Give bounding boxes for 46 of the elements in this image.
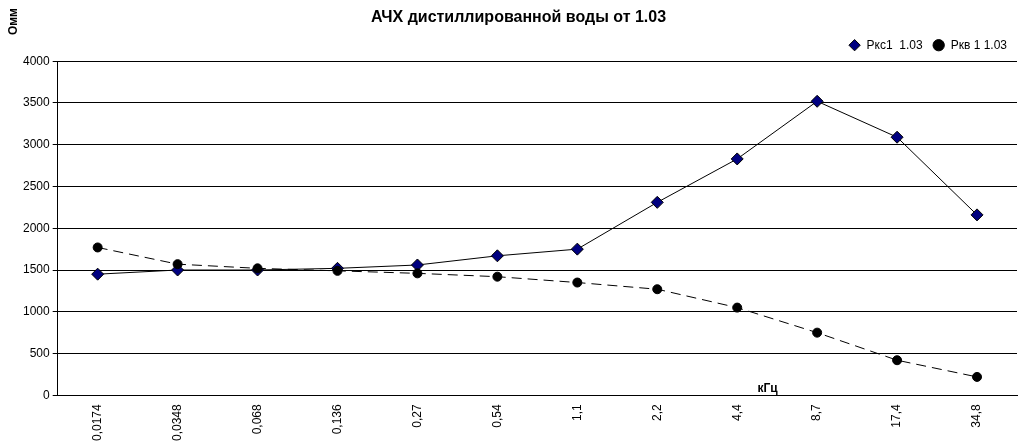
point — [812, 327, 823, 338]
x-tick-label: 1,1 — [569, 403, 584, 421]
x-tick-label: 0,0348 — [169, 403, 184, 441]
x-tick-label: 0,54 — [489, 403, 504, 428]
x-tick-label: 17,4 — [889, 403, 904, 428]
x-tick-label: 0,0174 — [89, 403, 104, 441]
chart-title: АЧХ дистиллированной воды от 1.03 — [370, 8, 667, 26]
point — [570, 242, 584, 256]
x-tick-label: 4,4 — [729, 403, 744, 421]
x-tick-label: 0,068 — [249, 403, 264, 435]
y-tick-label: 1500 — [22, 262, 51, 277]
y-tick-label: 500 — [29, 345, 51, 360]
point — [650, 195, 664, 209]
x-tick-label: 0,27 — [409, 403, 424, 428]
y-tick-label: 1000 — [22, 304, 51, 319]
y-tick-label: 2000 — [22, 220, 51, 235]
point — [732, 302, 743, 313]
point — [892, 355, 903, 366]
legend-label: Ркс1 1.03 — [866, 37, 923, 52]
point — [91, 267, 105, 281]
y-tick-label: 2500 — [22, 178, 51, 193]
point — [970, 208, 984, 222]
x-tick-label: 0,136 — [329, 403, 344, 435]
point — [490, 249, 504, 263]
point — [412, 268, 423, 279]
point — [652, 284, 663, 295]
point — [730, 152, 744, 166]
point — [890, 130, 904, 144]
point — [572, 277, 583, 288]
point — [810, 94, 824, 108]
x-tick-label: 8,7 — [809, 403, 824, 421]
y-axis-title: Омм — [6, 7, 21, 36]
point — [332, 265, 343, 276]
x-axis-title: кГц — [757, 380, 779, 395]
point — [492, 271, 503, 282]
point — [972, 371, 983, 382]
y-tick-label: 4000 — [22, 53, 51, 68]
x-tick-label: 34,8 — [969, 403, 984, 428]
y-tick-label: 0 — [43, 387, 51, 402]
point — [172, 259, 183, 270]
y-tick-label: 3500 — [22, 95, 51, 110]
legend-label: Ркв 1 1.03 — [950, 37, 1008, 52]
point — [92, 242, 103, 253]
y-tick-label: 3000 — [22, 137, 51, 152]
point — [410, 258, 424, 272]
x-tick-label: 2,2 — [649, 403, 664, 421]
